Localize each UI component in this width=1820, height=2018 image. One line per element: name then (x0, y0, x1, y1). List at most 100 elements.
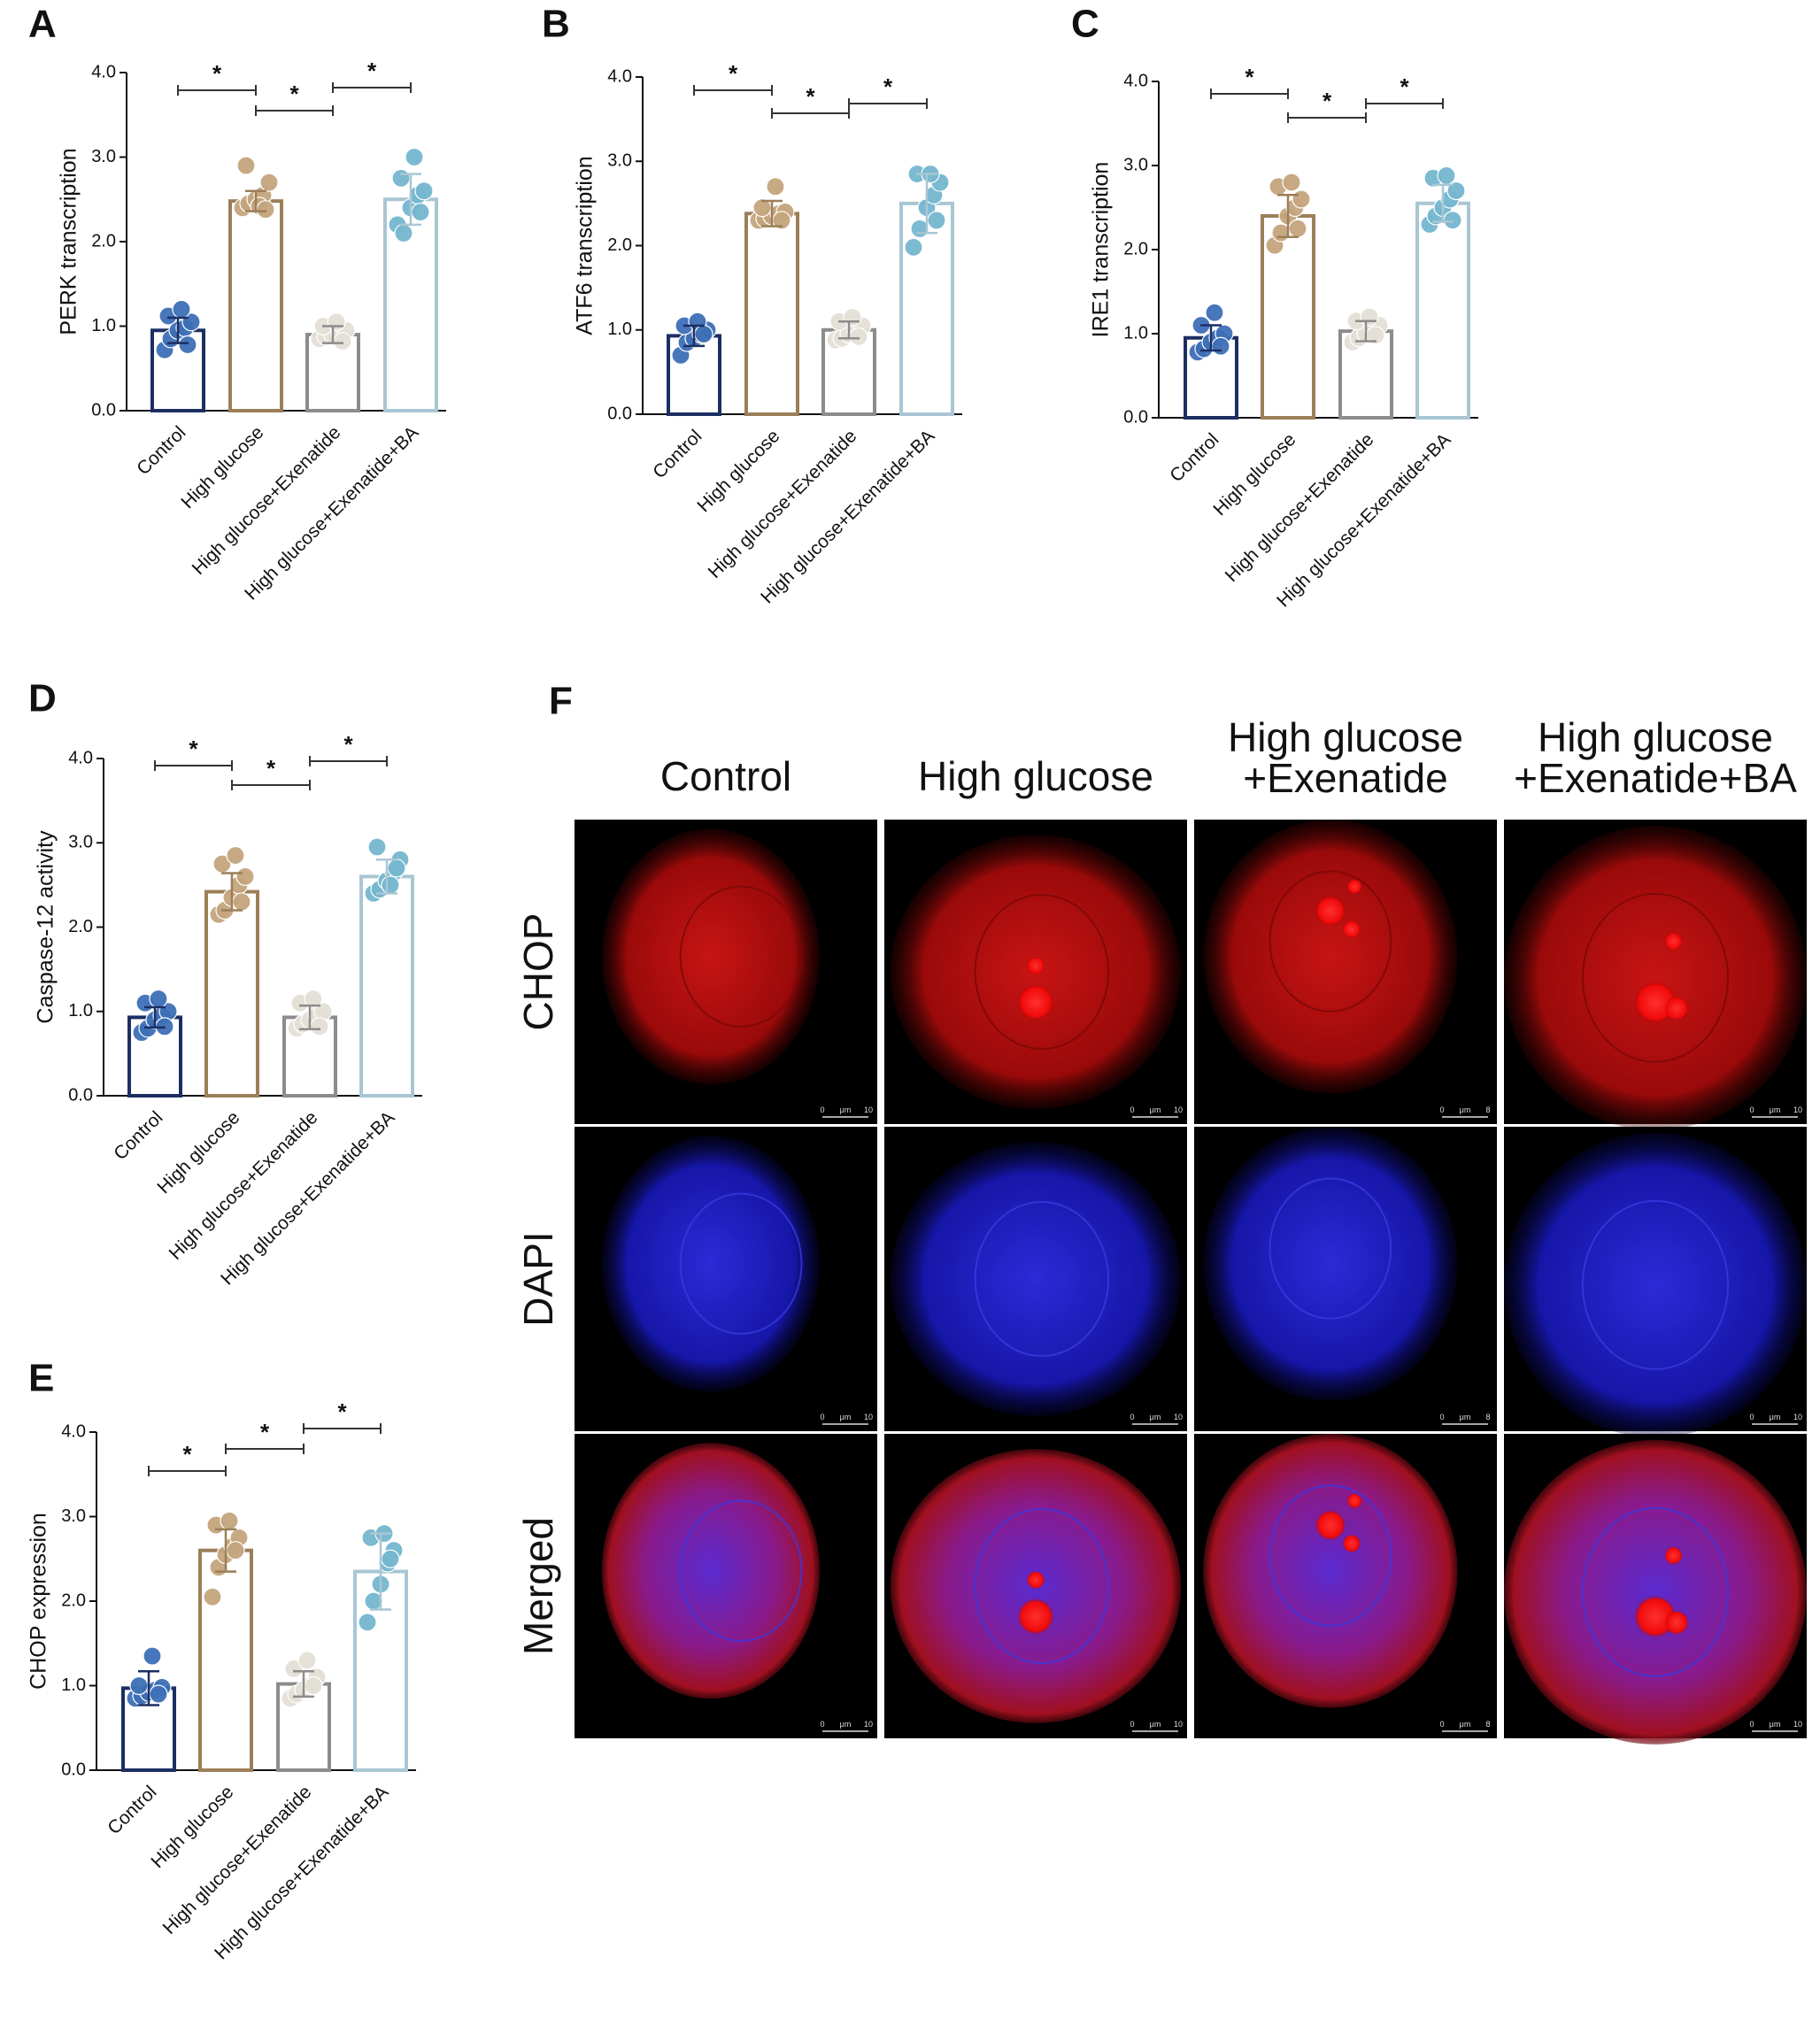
bar (228, 199, 283, 412)
scale-bar-label: μm (1460, 1720, 1471, 1729)
data-point (172, 299, 191, 319)
scale-bar-label: μm (1150, 1105, 1161, 1114)
y-tick-label: 3.0 (68, 833, 93, 852)
scale-bar-label: μm (1460, 1105, 1471, 1114)
significance-bracket (177, 85, 257, 96)
spot (1664, 1546, 1683, 1565)
significance-label: * (1245, 64, 1254, 90)
y-axis-label: IRE1 transcription (1089, 162, 1114, 338)
cell (1504, 825, 1807, 1130)
bar (899, 201, 954, 416)
significance-label: * (337, 1398, 347, 1425)
significance-label: * (260, 1419, 270, 1445)
nucleus (1581, 1506, 1730, 1677)
data-point (394, 223, 413, 243)
scale-bar-label: 8 (1485, 1413, 1490, 1421)
spot (1664, 996, 1689, 1021)
scale-bar-label: 0 (820, 1720, 824, 1729)
data-point (358, 1613, 377, 1632)
micrograph: 0 μm 10 (884, 1434, 1187, 1738)
data-point (391, 168, 411, 188)
micrograph: 0 μm 8 (1194, 820, 1497, 1124)
data-point (284, 1659, 304, 1679)
nucleus (679, 885, 803, 1028)
data-point (766, 177, 785, 196)
spot (1017, 983, 1054, 1021)
scale-bar-label: 8 (1485, 1105, 1490, 1114)
significance-label: * (806, 83, 815, 110)
bar (204, 890, 259, 1098)
scale-bar-label: 0 (820, 1413, 824, 1421)
error-bar (167, 316, 189, 344)
micrograph: 0 μm 10 (1504, 1434, 1807, 1745)
scale-bar-label: 10 (1174, 1105, 1183, 1114)
micrograph: 0 μm 8 (1194, 1127, 1497, 1431)
scale-bar-label: 10 (1174, 1413, 1183, 1421)
nucleus (1269, 1177, 1392, 1320)
significance-label: * (289, 81, 299, 107)
error-bar (245, 189, 266, 212)
error-bar (916, 173, 937, 235)
significance-bracket (225, 1444, 305, 1454)
data-point (203, 1587, 222, 1606)
y-tick-label: 1.0 (607, 320, 632, 339)
scale-bar-label: 10 (1793, 1413, 1802, 1421)
data-point (1282, 173, 1301, 192)
scale-bar-label: 10 (864, 1720, 873, 1729)
significance-label: * (367, 58, 377, 84)
significance-bracket (255, 105, 334, 116)
error-bar (1277, 194, 1299, 238)
y-tick-label: 3.0 (91, 147, 116, 166)
significance-label: * (883, 73, 893, 100)
bar (359, 874, 414, 1098)
error-bar (293, 1670, 314, 1698)
scale-bar-label: μm (840, 1720, 852, 1729)
column-header: High glucose (1228, 714, 1463, 760)
y-tick-label: 2.0 (68, 917, 93, 936)
micrograph: 0 μm 10 (1504, 1127, 1807, 1437)
significance-bracket (1287, 112, 1367, 123)
significance-bracket (1210, 89, 1289, 99)
x-tick-label: High glucose+Exenatide (159, 1782, 316, 1938)
y-tick-label: 4.0 (91, 62, 116, 81)
scale-bar-label: 0 (1749, 1105, 1754, 1114)
y-tick-label: 1.0 (68, 1001, 93, 1021)
y-axis-label: CHOP expression (27, 1513, 51, 1690)
y-tick-label: 0.0 (91, 400, 116, 420)
scale-bar-label: μm (1150, 1413, 1161, 1421)
x-tick-label: High glucose+Exenatide (1222, 429, 1378, 586)
significance-bracket (231, 780, 311, 790)
micrograph: 0 μm 10 (575, 1434, 877, 1738)
y-tick-label: 2.0 (61, 1591, 86, 1610)
column-header: High glucose (918, 753, 1153, 799)
spot (1342, 920, 1361, 939)
error-bar (322, 325, 343, 344)
y-tick-label: 3.0 (61, 1506, 86, 1526)
data-point (178, 335, 197, 355)
nucleus (1269, 870, 1392, 1013)
data-point (1360, 307, 1379, 327)
spot (1664, 932, 1683, 951)
error-bar (683, 324, 705, 348)
micrograph: 0 μm 10 (575, 820, 877, 1124)
spot (1346, 1493, 1362, 1509)
nucleus (974, 1507, 1110, 1665)
data-point (843, 307, 862, 327)
data-point (232, 892, 251, 912)
data-point (414, 181, 434, 201)
x-tick-label: Control (649, 426, 706, 482)
micrograph: 0 μm 10 (575, 1127, 877, 1431)
scale-bar-label: 0 (1749, 1720, 1754, 1729)
x-tick-label: Control (110, 1107, 166, 1164)
data-point (1288, 219, 1307, 238)
y-tick-label: 0.0 (61, 1760, 86, 1779)
error-bar (370, 1532, 391, 1611)
y-tick-label: 2.0 (91, 231, 116, 250)
error-bar (215, 1528, 236, 1573)
spot (1346, 879, 1362, 895)
error-bar (299, 1004, 320, 1030)
spot (1315, 896, 1346, 927)
x-tick-label: High glucose+Exenatide (705, 426, 861, 582)
y-tick-label: 0.0 (607, 404, 632, 423)
cell (601, 1443, 821, 1699)
